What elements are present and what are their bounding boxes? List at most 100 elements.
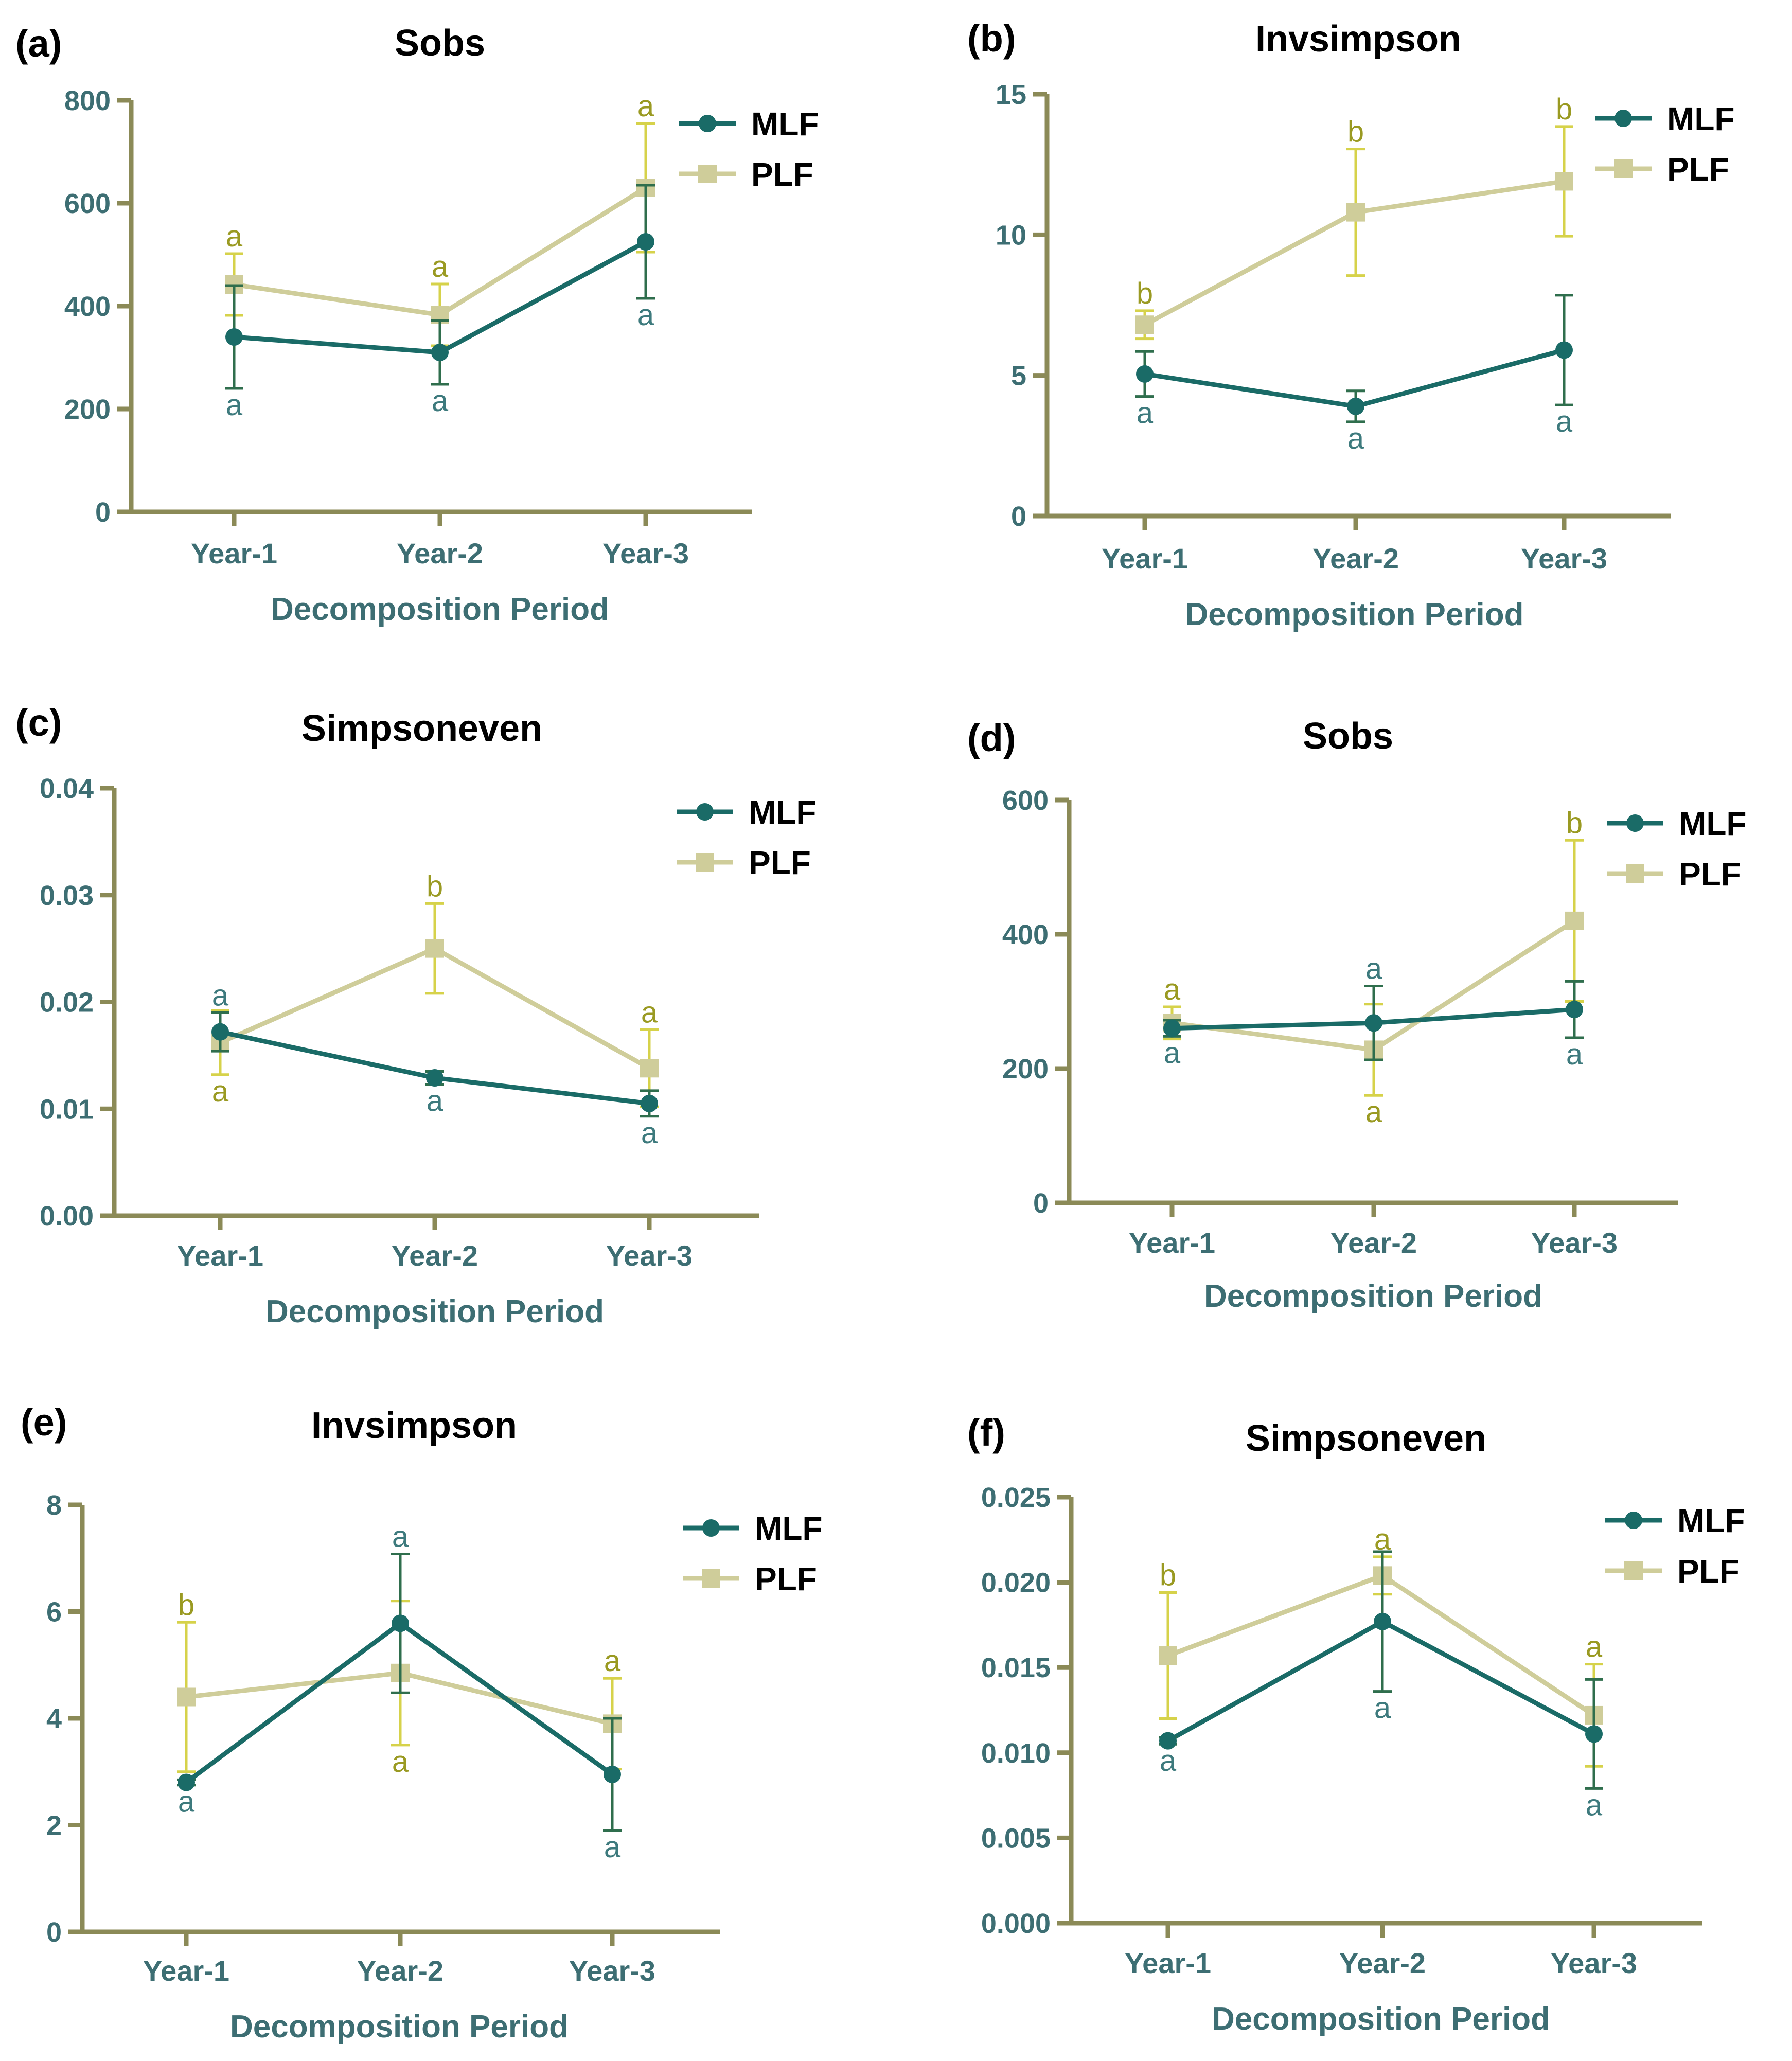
series-mlf: aaa xyxy=(1135,294,1573,455)
panel-letter: (d) xyxy=(967,717,1016,759)
panel-letter: (f) xyxy=(967,1411,1005,1454)
square-marker-icon xyxy=(702,1569,720,1588)
x-tick-label: Year-2 xyxy=(392,1239,478,1272)
series-plf: a b a xyxy=(211,869,659,1108)
legend: MLF PLF xyxy=(1607,805,1747,893)
chart-panel-a: (a) Sobs 0 200 400 600 800 Year-1 Year-2 Year-3 De… xyxy=(15,22,819,627)
x-tick-label: Year-2 xyxy=(1330,1227,1417,1259)
significance-letter: b xyxy=(178,1588,194,1622)
significance-letter: b xyxy=(1566,806,1583,840)
data-point xyxy=(1374,1612,1391,1630)
y-tick-label: 400 xyxy=(64,291,111,322)
significance-letter: a xyxy=(1160,1744,1177,1778)
y-tick-label: 4 xyxy=(46,1703,62,1734)
data-point xyxy=(1555,341,1573,359)
y-tick-label: 0.025 xyxy=(981,1482,1051,1513)
chart-title: Invsimpson xyxy=(311,1405,517,1446)
significance-letter: a xyxy=(392,1520,409,1553)
data-point xyxy=(1135,315,1154,334)
legend-label: MLF xyxy=(749,794,817,831)
significance-letter: a xyxy=(226,220,243,253)
x-tick-label: Year-2 xyxy=(1312,542,1399,575)
data-point xyxy=(1159,1732,1177,1750)
y-tick-label: 15 xyxy=(996,79,1026,110)
y-tick-label: 0 xyxy=(1033,1188,1049,1219)
y-tick-label: 0 xyxy=(95,497,111,528)
significance-letter: b xyxy=(1137,277,1153,310)
circle-marker-icon xyxy=(1614,110,1632,127)
square-marker-icon xyxy=(698,165,717,183)
data-point xyxy=(1163,1019,1181,1037)
legend-label: PLF xyxy=(755,1560,817,1597)
y-tick-label: 0.01 xyxy=(40,1094,94,1125)
significance-letter: a xyxy=(641,1116,658,1150)
x-tick-label: Year-1 xyxy=(1129,1227,1215,1259)
data-point xyxy=(1365,1014,1382,1032)
data-point xyxy=(211,1023,229,1041)
significance-letter: a xyxy=(1556,405,1573,438)
series-mlf: a a a xyxy=(211,979,659,1150)
legend-label: PLF xyxy=(751,156,813,193)
series-plf: a a a xyxy=(225,90,655,347)
panel-letter: (a) xyxy=(15,22,62,65)
y-tick-label: 200 xyxy=(1002,1054,1049,1085)
x-tick-label: Year-2 xyxy=(357,1955,443,1987)
data-point xyxy=(392,1614,409,1632)
significance-letter: a xyxy=(604,1831,621,1864)
legend: MLF PLF xyxy=(1605,1502,1745,1590)
x-tick-label: Year-2 xyxy=(1339,1947,1426,1979)
chart-panel-e: (e) Invsimpson 0 2 4 6 8 Year-1 Year-2 Year-3Deco… xyxy=(21,1401,823,2045)
data-point xyxy=(425,939,444,958)
series-mlf: a a a xyxy=(225,184,655,422)
chart-title: Sobs xyxy=(395,23,485,64)
y-tick-label: 400 xyxy=(1002,919,1049,950)
y-tick-label: 600 xyxy=(64,188,111,219)
data-point xyxy=(640,1059,659,1078)
legend-label: PLF xyxy=(1677,1553,1740,1590)
x-tick-label: Year-1 xyxy=(177,1239,263,1272)
data-point xyxy=(1555,172,1573,191)
x-tick-label: Year-3 xyxy=(1531,1227,1618,1259)
circle-marker-icon xyxy=(696,803,714,821)
data-point xyxy=(1346,203,1365,222)
x-tick-label: Year-2 xyxy=(397,537,483,570)
significance-letter: a xyxy=(432,250,449,283)
significance-letter: a xyxy=(1137,397,1154,430)
x-axis-label: Decomposition Period xyxy=(1204,1278,1542,1314)
y-tick-label: 0.005 xyxy=(981,1823,1051,1854)
significance-letter: a xyxy=(432,384,449,418)
legend: MLF PLF xyxy=(677,794,817,881)
significance-letter: a xyxy=(1374,1692,1391,1725)
significance-letter: a xyxy=(212,979,229,1012)
significance-letter: a xyxy=(1347,422,1364,455)
legend-label: MLF xyxy=(1677,1502,1745,1539)
series-plf: b a a xyxy=(1159,1523,1603,1768)
data-point xyxy=(225,328,243,346)
significance-letter: b xyxy=(1347,115,1364,149)
y-tick-label: 0 xyxy=(1011,501,1026,532)
significance-letter: a xyxy=(641,996,658,1029)
significance-letter: a xyxy=(178,1785,195,1819)
x-axis-label: Decomposition Period xyxy=(1212,2001,1550,2037)
y-tick-label: 8 xyxy=(46,1490,62,1521)
significance-letter: a xyxy=(226,388,243,422)
legend-label: PLF xyxy=(1667,151,1729,188)
chart-title: Simpsoneven xyxy=(1246,1418,1486,1459)
panel-letter: (e) xyxy=(21,1401,67,1444)
significance-letter: a xyxy=(604,1644,621,1678)
x-axis-label: Decomposition Period xyxy=(1185,597,1524,632)
panel-letter: (b) xyxy=(967,17,1016,60)
significance-letter: a xyxy=(427,1084,443,1117)
legend-label: PLF xyxy=(749,844,811,881)
data-point xyxy=(1159,1646,1177,1665)
square-marker-icon xyxy=(696,853,714,872)
x-tick-label: Year-1 xyxy=(1102,542,1188,575)
y-tick-label: 2 xyxy=(46,1810,62,1841)
significance-letter: a xyxy=(1365,1095,1382,1129)
significance-letter: a xyxy=(1164,973,1181,1006)
y-tick-label: 5 xyxy=(1011,361,1026,392)
x-tick-label: Year-3 xyxy=(1521,542,1607,575)
significance-letter: a xyxy=(1586,1630,1603,1664)
x-axis-label: Decomposition Period xyxy=(271,592,609,627)
